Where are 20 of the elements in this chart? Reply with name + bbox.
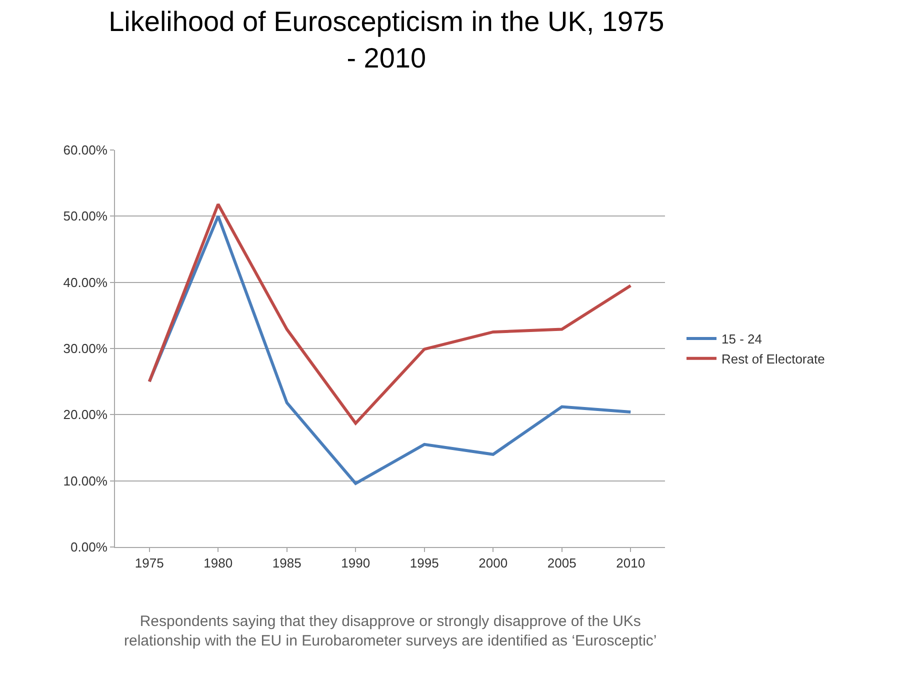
x-tick-label: 2000 — [478, 556, 508, 571]
x-tick-label: 1985 — [272, 556, 302, 571]
chart-title: Likelihood of Euroscepticism in the UK, 1975 - 2010 — [108, 6, 664, 74]
y-tick-label: 40.00% — [63, 274, 108, 290]
x-tick-label: 2010 — [616, 556, 646, 571]
legend-label: 15 - 24 — [722, 332, 762, 347]
text: Respondents saying that they disapprove or strongly disapprove of the UKs relationship with the EU in Eurobarometer surveys are identified as ‘Eurosceptic’ — [124, 613, 657, 650]
y-tick-label: 10.00% — [63, 473, 108, 488]
y-tick-label: 60.00% — [63, 142, 108, 158]
y-tick-label: 50.00% — [63, 208, 108, 224]
x-tick-label: 2005 — [547, 556, 576, 571]
y-tick-label: 20.00% — [63, 407, 108, 422]
x-tick-label: 1990 — [341, 556, 370, 571]
legend-label: Rest of Electorate — [722, 351, 825, 366]
x-tick-label: 1975 — [134, 556, 164, 571]
y-tick-label: 0.00% — [70, 540, 108, 555]
x-tick-label: 1980 — [204, 556, 233, 571]
x-tick-label: 1995 — [410, 556, 439, 571]
y-tick-label: 30.00% — [63, 341, 108, 356]
line-series — [148, 202, 632, 425]
